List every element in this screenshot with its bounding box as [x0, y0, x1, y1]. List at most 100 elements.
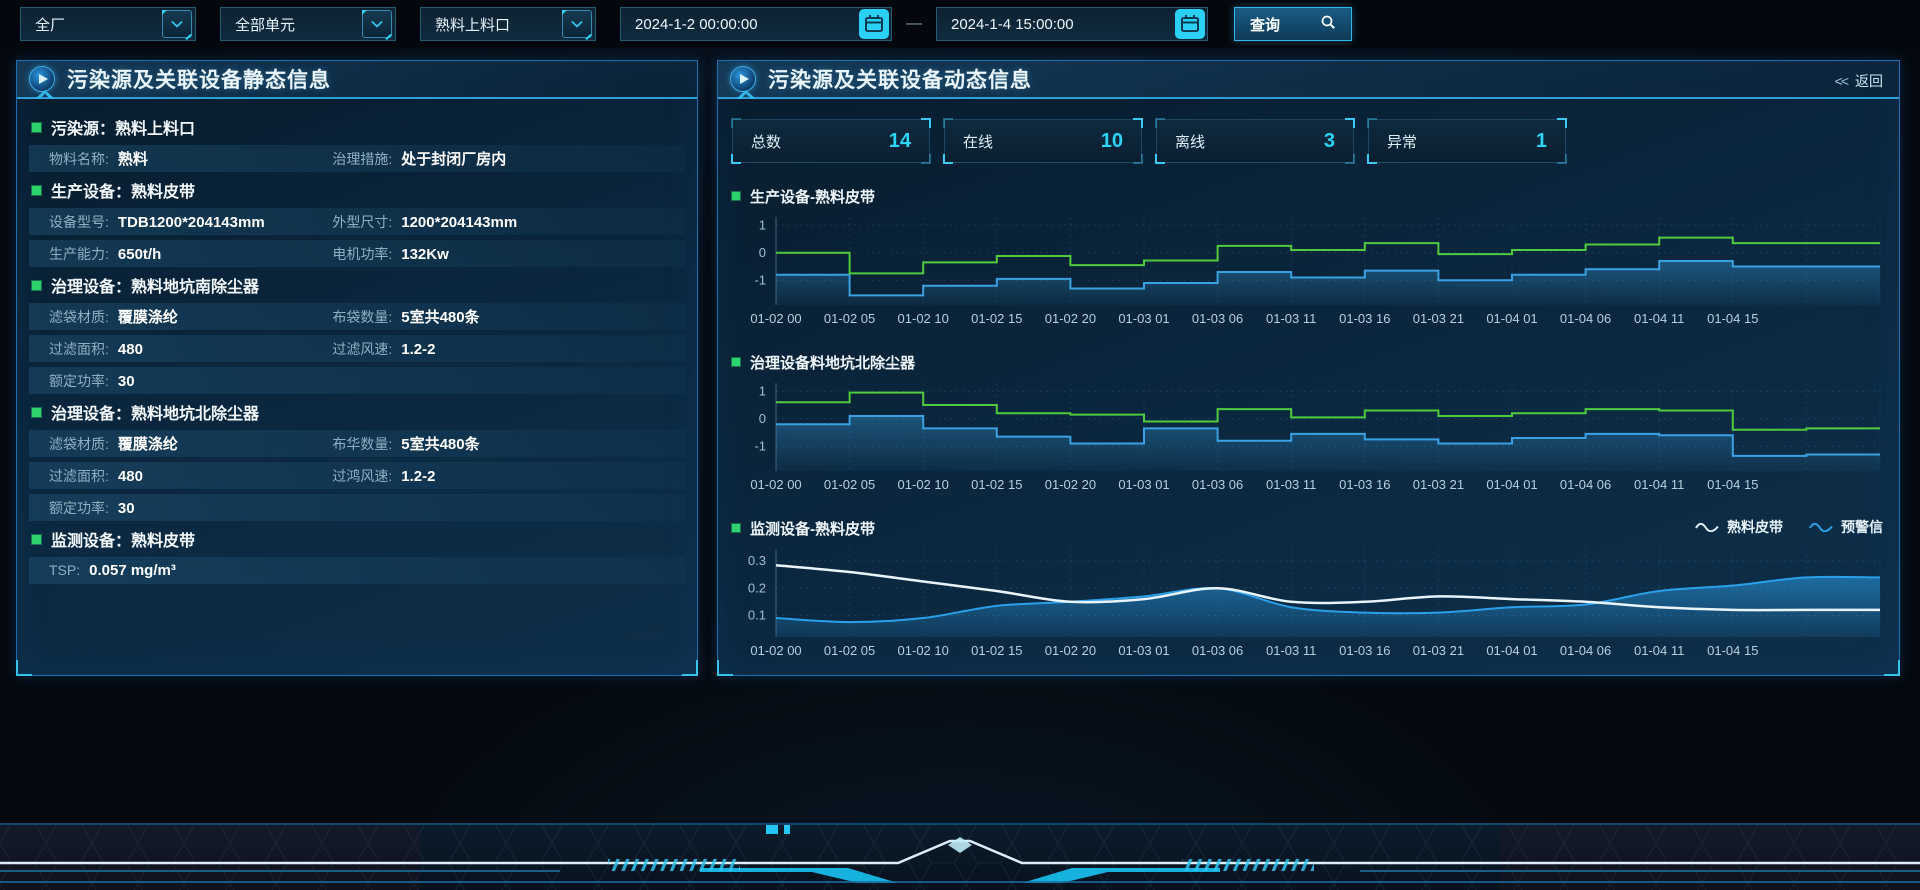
info-value: 1200*204143mm	[401, 213, 518, 231]
info-value: 处于封闭厂房内	[401, 151, 507, 168]
svg-text:01-03 06: 01-03 06	[1192, 643, 1243, 658]
chevron-down-icon[interactable]	[362, 10, 392, 38]
info-section-title: 生产设备：熟料皮带	[51, 184, 196, 201]
stat-label: 在线	[963, 133, 994, 151]
svg-text:01-03 11: 01-03 11	[1266, 477, 1316, 492]
svg-text:01-03 06: 01-03 06	[1192, 477, 1243, 492]
info-section-row: 治理设备：熟料地坑北除尘器	[29, 399, 685, 425]
unit-dropdown[interactable]: 全部单元	[220, 7, 396, 41]
monitoring-equipment-chart: 0.3 0.2 0.1 01-02 00 01-02 05 01-02 10 01-02 1…	[732, 543, 1887, 661]
legend-label: 预警信	[1841, 519, 1883, 535]
info-section-title: 监测设备：熟料皮带	[51, 533, 196, 550]
start-date-value: 2024-1-2 00:00:00	[635, 15, 758, 33]
info-label: 电机功率:	[332, 245, 393, 262]
svg-text:01-04 11: 01-04 11	[1634, 643, 1684, 658]
info-value: 480	[117, 340, 143, 358]
svg-text:01-03 21: 01-03 21	[1413, 643, 1464, 658]
green-square-bullet	[732, 192, 740, 200]
calendar-icon[interactable]	[1175, 9, 1205, 39]
info-value: 熟料	[117, 151, 148, 168]
stat-value: 14	[888, 129, 911, 152]
green-square-bullet	[32, 122, 41, 132]
info-value: 650t/h	[117, 245, 162, 263]
legend-item-warning[interactable]: 预警信	[1809, 517, 1883, 537]
treatment-equipment-chart: 1 0 -1 01-02 00 01-02 05 01-02 10 01-02 15 01-0…	[732, 377, 1887, 495]
calendar-icon[interactable]	[859, 9, 889, 39]
svg-text:01-03 01: 01-03 01	[1118, 311, 1169, 326]
info-label: 过滤面积:	[49, 467, 109, 484]
info-label: 额定功率:	[49, 499, 109, 516]
back-button[interactable]: << 返回	[1835, 71, 1883, 91]
info-value: 480	[117, 467, 143, 485]
svg-text:01-02 05: 01-02 05	[824, 643, 875, 658]
svg-text:01-02 00: 01-02 00	[750, 311, 801, 326]
search-icon	[1320, 14, 1336, 34]
info-value: 30	[117, 372, 135, 390]
chart-legend: 熟料皮带 预警信	[1695, 517, 1883, 537]
svg-text:1: 1	[759, 217, 766, 232]
info-value: 132Kw	[401, 245, 449, 263]
svg-text:01-03 01: 01-03 01	[1118, 643, 1169, 658]
svg-text:0.1: 0.1	[748, 607, 766, 622]
info-value-row: 设备型号: TDB1200*204143mm 外型尺寸: 1200*204143mm	[29, 208, 685, 235]
svg-text:01-02 05: 01-02 05	[824, 311, 875, 326]
stat-card-total: 总数 14	[731, 118, 931, 164]
info-value-row: 额定功率: 30	[29, 494, 685, 521]
svg-text:01-04 06: 01-04 06	[1560, 311, 1611, 326]
svg-text:01-04 01: 01-04 01	[1486, 643, 1537, 658]
svg-text:01-04 01: 01-04 01	[1486, 477, 1537, 492]
svg-text:01-02 20: 01-02 20	[1045, 311, 1096, 326]
monitoring-equipment-chart-block: 监测设备-熟料皮带 熟料皮带 预警信 0.3 0.2 0.1 01-02 00 01-0…	[732, 517, 1885, 661]
wavy-line-icon	[1809, 522, 1833, 532]
info-section-title: 治理设备：熟料地坑北除尘器	[51, 406, 260, 423]
treatment-equipment-chart-block: 治理设备料地坑北除尘器 1 0 -1 01-02 00 01-02 05 01-02 10…	[732, 351, 1885, 495]
chevron-down-icon[interactable]	[562, 10, 592, 38]
dynamic-info-panel: 污染源及关联设备动态信息 << 返回 总数 14 在线 10 离线 3 异常 1	[717, 60, 1900, 676]
svg-text:0.3: 0.3	[748, 553, 766, 568]
svg-text:01-02 15: 01-02 15	[971, 311, 1022, 326]
production-equipment-chart-block: 生产设备-熟料皮带 1 0 -1 01-02 00 01-02 05 01-02 10 01…	[732, 185, 1885, 329]
info-value: TDB1200*204143mm	[117, 213, 265, 231]
back-button-label: 返回	[1855, 73, 1883, 89]
svg-text:01-04 15: 01-04 15	[1707, 477, 1758, 492]
pollution-source-dropdown[interactable]: 熟料上料口	[420, 7, 596, 41]
info-label: 设备型号:	[49, 213, 109, 230]
info-label: 滤袋材质:	[49, 436, 109, 452]
svg-text:01-02 05: 01-02 05	[824, 477, 875, 492]
stats-row: 总数 14 在线 10 离线 3 异常 1	[731, 118, 1885, 164]
info-value: 5室共480条	[401, 309, 480, 326]
svg-text:01-03 11: 01-03 11	[1266, 643, 1316, 658]
stat-card-offline: 离线 3	[1155, 118, 1355, 164]
dynamic-info-panel-title: 污染源及关联设备动态信息	[768, 69, 1032, 92]
end-date-input[interactable]: 2024-1-4 15:00:00	[936, 7, 1208, 41]
svg-text:01-02 20: 01-02 20	[1045, 643, 1096, 658]
svg-text:01-04 06: 01-04 06	[1560, 643, 1611, 658]
green-square-bullet	[732, 524, 740, 532]
info-value: 覆膜涤纶	[117, 436, 178, 453]
info-label: 物料名称:	[49, 151, 109, 167]
info-value-row: 滤袋材质: 覆膜涤纶 布华数量: 5室共480条	[29, 430, 685, 457]
legend-label: 熟料皮带	[1727, 519, 1783, 535]
stat-value: 1	[1535, 129, 1547, 152]
start-date-input[interactable]: 2024-1-2 00:00:00	[620, 7, 892, 41]
svg-text:01-02 00: 01-02 00	[750, 643, 801, 658]
plant-dropdown[interactable]: 全厂	[20, 7, 196, 41]
svg-text:01-04 11: 01-04 11	[1634, 311, 1684, 326]
info-value-row: 额定功率: 30	[29, 367, 685, 394]
legend-item-material-belt[interactable]: 熟料皮带	[1695, 517, 1783, 537]
dynamic-info-panel-header: 污染源及关联设备动态信息 << 返回	[718, 61, 1899, 99]
query-button-label: 查询	[1250, 16, 1281, 34]
query-button[interactable]: 查询	[1234, 7, 1352, 41]
plant-dropdown-value: 全厂	[35, 16, 66, 34]
info-label: TSP:	[49, 562, 81, 578]
green-square-bullet	[32, 407, 41, 417]
svg-text:01-02 00: 01-02 00	[750, 477, 801, 492]
svg-text:01-03 06: 01-03 06	[1192, 311, 1243, 326]
static-info-list: 污染源：熟料上料口 物料名称: 熟料 治理措施: 处于封闭厂房内 生产设备：熟料皮带 设备型…	[17, 99, 697, 584]
chevron-down-icon[interactable]	[162, 10, 192, 38]
info-value: 5室共480条	[401, 436, 480, 453]
green-square-bullet	[732, 358, 740, 366]
info-section-title: 污染源：熟料上料口	[51, 121, 196, 138]
info-value: 0.057 mg/m³	[89, 562, 176, 579]
pollution-source-dropdown-value: 熟料上料口	[435, 16, 511, 34]
